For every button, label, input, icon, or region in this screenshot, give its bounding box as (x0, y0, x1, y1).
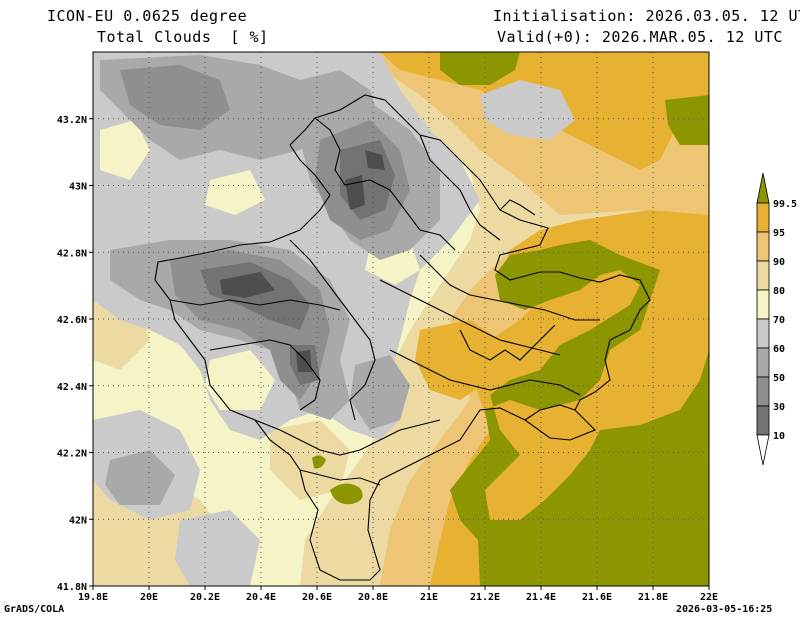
border-east-4 (459, 324, 556, 361)
legend-swatch (756, 405, 770, 436)
longitude-axis: 19.8E 20E 20.2E 20.4E 20.6E 20.8E 21E 21.2E 21.4… (78, 586, 718, 603)
legend-level-label: 70 (773, 315, 785, 326)
legend-level-label: 90 (773, 257, 785, 268)
field-lightgray-southwest (175, 510, 260, 586)
lon-tick-label: 19.8E (78, 592, 108, 603)
model-title: ICON-EU 0.0625 degree (47, 7, 248, 25)
field-orange-central (415, 320, 500, 400)
field-midgray-center2 (350, 355, 410, 430)
field-gray-north (120, 65, 230, 130)
legend-swatch (756, 289, 770, 320)
border-north-1 (314, 117, 456, 251)
legend-level-label: 95 (773, 228, 785, 239)
lat-tick-label: 43N (69, 182, 87, 193)
field-olive-spot (330, 483, 363, 505)
field-midgray-sw (105, 450, 175, 505)
variable-title: Total Clouds [ %] (97, 28, 269, 46)
valid-time: Valid(+0): 2026.MAR.05. 12 UTC (497, 28, 783, 46)
field-lightgray-ne (480, 80, 575, 140)
field-cream-pocket4 (205, 350, 275, 410)
border-east-2 (389, 349, 581, 396)
lon-tick-label: 21.4E (526, 592, 556, 603)
cloud-field (93, 52, 709, 586)
field-olive-northeast (665, 95, 709, 145)
lon-tick-label: 20.8E (358, 592, 388, 603)
latitude-axis: 41.8N 42N 42.2N 42.4N 42.6N 42.8N 43N 43.2N (57, 115, 93, 593)
country-border-outer (154, 94, 651, 581)
field-olive-east (450, 225, 709, 586)
border-east-1 (379, 279, 561, 356)
border-north-2 (419, 134, 501, 241)
border-south-1 (254, 419, 441, 456)
lon-tick-label: 20.2E (190, 592, 220, 603)
field-darkest-north2 (365, 150, 385, 170)
legend-level-label: 50 (773, 373, 785, 384)
legend-swatch (756, 376, 770, 407)
legend-arrow-top (756, 172, 770, 204)
legend-level-label: 80 (773, 286, 785, 297)
legend-swatch (756, 202, 770, 233)
field-olive-spot2 (312, 455, 326, 469)
lon-tick-label: 20E (140, 592, 158, 603)
legend-swatch (756, 260, 770, 291)
legend-arrow-bottom (756, 434, 770, 466)
lon-tick-label: 21.8E (638, 592, 668, 603)
legend-level-label: 30 (773, 402, 785, 413)
border-northeast (499, 199, 536, 216)
lat-tick-label: 43.2N (57, 115, 87, 126)
border-south-2 (299, 469, 381, 486)
lat-tick-label: 42.4N (57, 382, 87, 393)
legend-level-label: 10 (773, 431, 785, 442)
border-central-1 (289, 239, 376, 421)
legend-swatch (756, 231, 770, 262)
lat-tick-label: 42.8N (57, 248, 87, 259)
grid-lines (93, 52, 709, 586)
initialisation-time: Initialisation: 2026.03.05. 12 UTC (493, 7, 800, 25)
lat-tick-label: 42.6N (57, 315, 87, 326)
lon-tick-label: 22E (700, 592, 718, 603)
admin-boundaries (154, 94, 651, 581)
grads-credit: GrADS/COLA (4, 604, 65, 615)
color-legend: 99.5 95 90 80 70 60 50 30 10 (756, 172, 797, 466)
field-olive-north (440, 52, 520, 85)
border-east-3 (419, 254, 600, 321)
lat-tick-label: 42.2N (57, 449, 87, 460)
lon-tick-label: 21E (420, 592, 438, 603)
legend-swatch (756, 318, 770, 349)
render-timestamp: 2026-03-05-16:25 (676, 604, 773, 615)
legend-level-label: 99.5 (773, 199, 797, 210)
legend-level-label: 60 (773, 344, 785, 355)
lat-tick-label: 42N (69, 515, 87, 526)
lon-tick-label: 21.2E (470, 592, 500, 603)
border-central-3 (209, 339, 321, 411)
field-cream-pocket2 (205, 170, 265, 215)
legend-swatch (756, 347, 770, 378)
lon-tick-label: 21.6E (582, 592, 612, 603)
lat-tick-label: 41.8N (57, 582, 87, 593)
lon-tick-label: 20.6E (302, 592, 332, 603)
field-darkest-west (220, 272, 275, 298)
field-tan-southwest (270, 420, 350, 500)
lon-tick-label: 20.4E (246, 592, 276, 603)
border-se-loop (524, 404, 576, 421)
border-central-2 (169, 299, 341, 311)
field-cream-pocket1 (100, 120, 150, 180)
